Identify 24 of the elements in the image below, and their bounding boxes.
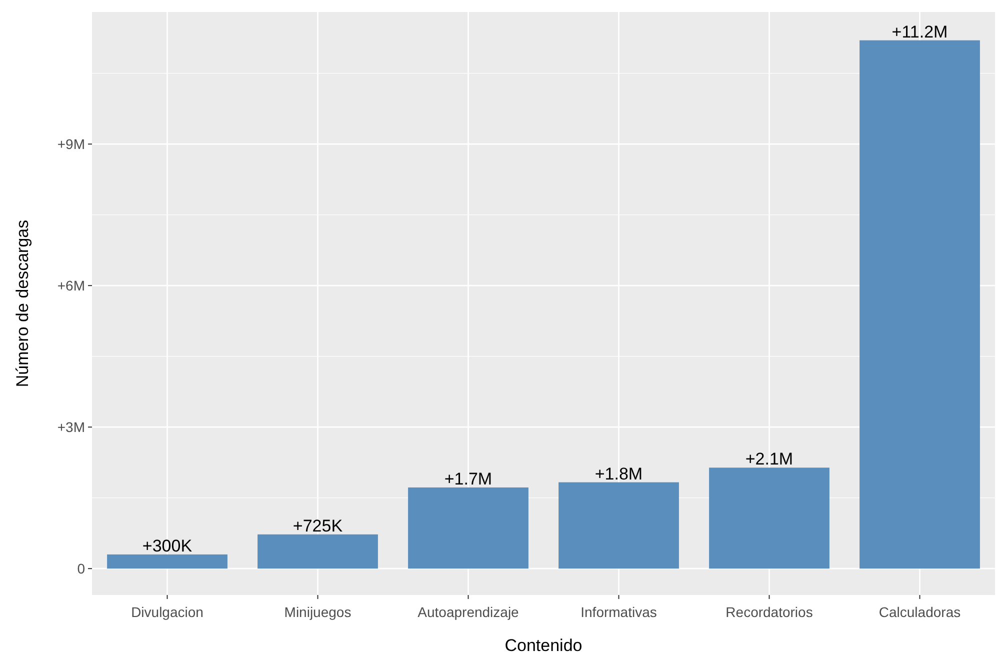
x-tick-label: Recordatorios [726, 604, 813, 620]
x-tick-label: Calculadoras [878, 604, 961, 620]
data-label: +1.8M [594, 464, 643, 484]
y-axis-title: Número de descargas [13, 220, 32, 388]
x-tick-label: Informativas [580, 604, 657, 620]
y-tick-label: +6M [57, 277, 85, 294]
data-label: +2.1M [745, 450, 794, 469]
y-tick-label: +9M [57, 136, 85, 152]
bar [558, 482, 679, 569]
bar [408, 487, 528, 569]
x-axis-title: Contenido [504, 636, 582, 655]
y-tick-label: 0 [77, 560, 86, 576]
bar [709, 468, 830, 569]
x-tick-label: Divulgacion [131, 604, 204, 620]
bar [860, 40, 980, 569]
data-label: +300K [142, 536, 193, 556]
x-tick-label: Minijuegos [284, 604, 352, 620]
bar [258, 534, 378, 569]
y-tick-label: +3M [57, 418, 85, 435]
data-label: +725K [292, 516, 344, 536]
x-tick-label: Autoaprendizaje [418, 604, 520, 620]
data-label: +1.7M [444, 469, 492, 488]
bar [107, 554, 228, 569]
data-label: +11.2M [892, 22, 948, 42]
